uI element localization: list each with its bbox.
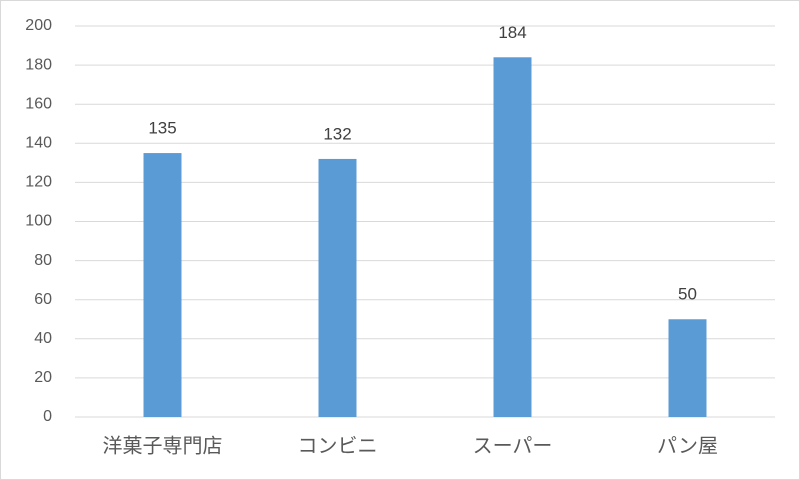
y-tick-label: 120 xyxy=(25,174,52,191)
y-tick-label: 160 xyxy=(25,95,52,112)
data-label: 184 xyxy=(498,23,526,42)
y-tick-label: 20 xyxy=(34,369,52,386)
x-tick-label: 洋菓子専門店 xyxy=(103,434,223,457)
bar xyxy=(318,158,357,417)
x-tick-label: スーパー xyxy=(473,435,553,457)
y-tick-label: 140 xyxy=(25,135,52,152)
y-tick-label: 180 xyxy=(25,56,52,73)
data-label: 50 xyxy=(678,285,697,304)
y-tick-label: 40 xyxy=(34,330,52,347)
y-tick-label: 0 xyxy=(43,408,52,425)
data-label: 132 xyxy=(323,124,351,143)
x-tick-label: コンビニ xyxy=(298,434,378,457)
x-tick-label: パン屋 xyxy=(657,435,718,457)
y-tick-label: 100 xyxy=(25,213,52,230)
y-tick-label: 60 xyxy=(34,291,52,308)
bar xyxy=(668,319,707,417)
data-label: 135 xyxy=(148,119,176,138)
bar xyxy=(143,153,182,417)
y-tick-label: 80 xyxy=(34,252,52,269)
y-tick-label: 200 xyxy=(25,17,52,34)
bar xyxy=(493,57,532,417)
